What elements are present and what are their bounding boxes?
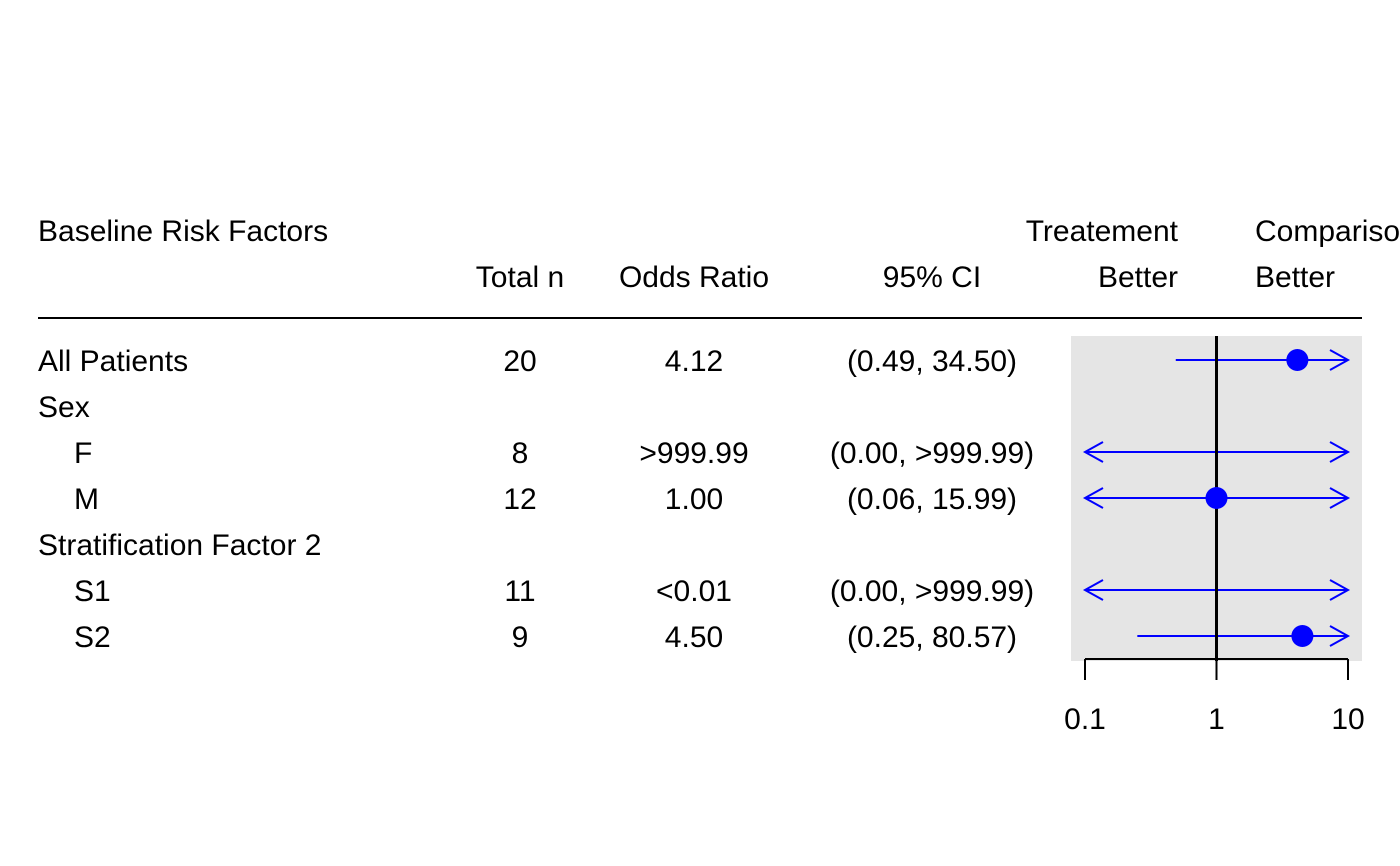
row-odds-ratio: 4.50 [665,621,723,654]
ci-arrow-right [1329,625,1351,647]
point-estimate [1286,349,1309,371]
ci-arrow-right [1329,441,1351,463]
row-label: All Patients [38,345,188,378]
row-ci: (0.00, >999.99) [830,437,1034,470]
header-ci: 95% CI [883,261,981,294]
row-label: S2 [74,621,111,654]
header-odds-ratio: Odds Ratio [619,261,769,294]
header-factor: Baseline Risk Factors [38,215,328,248]
ci-arrow-left [1082,579,1104,601]
row-odds-ratio: 4.12 [665,345,723,378]
x-tick-label: 0.1 [1064,703,1106,736]
ci-arrow-left [1082,487,1104,509]
x-tick-label: 1 [1208,703,1225,736]
row-odds-ratio: 1.00 [665,483,723,516]
header-left-better-line2: Better [1098,261,1178,294]
header-total-n: Total n [476,261,564,294]
row-total-n: 12 [503,483,536,516]
point-estimates [1205,349,1314,647]
row-total-n: 9 [512,621,529,654]
table-rows: All Patients 20 4.12 (0.49, 34.50) Sex F 8 >999… [38,345,1034,654]
row-label: S1 [74,575,111,608]
row-label: M [74,483,99,516]
row-ci: (0.06, 15.99) [847,483,1017,516]
row-odds-ratio: <0.01 [656,575,732,608]
header-right-better-line1: Comparison [1255,215,1400,248]
x-tick-label: 10 [1331,703,1364,736]
row-total-n: 20 [503,345,536,378]
point-estimate [1291,625,1314,647]
row-odds-ratio: >999.99 [639,437,748,470]
row-ci: (0.25, 80.57) [847,621,1017,654]
row-total-n: 8 [512,437,529,470]
x-axis: 0.1 1 10 [1064,658,1365,736]
row-label: F [74,437,92,470]
row-label: Sex [38,391,90,424]
row-total-n: 11 [504,575,535,608]
header-left-better-line1: Treatement [1026,215,1179,248]
point-estimate [1205,487,1228,509]
ci-arrow-right [1329,579,1351,601]
ci-arrow-right [1329,349,1351,371]
ci-arrow-left [1082,441,1104,463]
ci-arrow-right [1329,487,1351,509]
row-label: Stratification Factor 2 [38,529,321,562]
header-right-better-line2: Better [1255,261,1335,294]
row-ci: (0.00, >999.99) [830,575,1034,608]
row-ci: (0.49, 34.50) [847,345,1017,378]
